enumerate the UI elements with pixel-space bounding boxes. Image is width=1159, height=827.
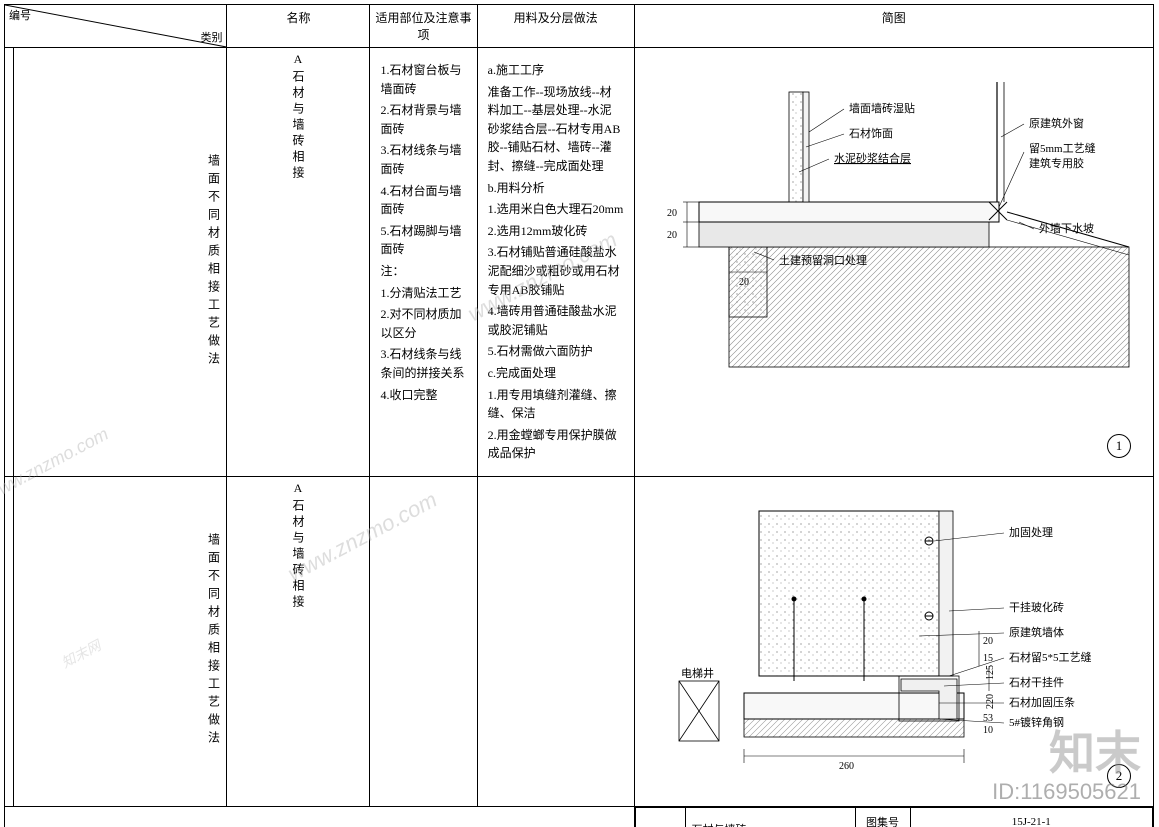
d2-lbl-elev: 电梯井	[681, 666, 714, 680]
hdr-jiantu: 简图	[634, 5, 1153, 48]
hdr-shiyong: 适用部位及注意事项	[370, 5, 477, 48]
row2-bianhao	[5, 476, 14, 806]
d1-lbl7: 土建预留洞口处理	[779, 253, 867, 267]
list-item: 4.石材台面与墙面砖	[380, 182, 466, 219]
row1-yongliao: a.施工工序准备工作--现场放线--材料加工--基层处理--水泥砂浆结合层--石…	[477, 48, 634, 477]
list-item: b.用料分析	[488, 179, 624, 198]
list-item: a.施工工序	[488, 61, 624, 80]
d1-dim1: 20	[667, 208, 677, 219]
spec-table: 编号 类别 名称 适用部位及注意事项 用料及分层做法 简图 墙面不同材质相接工艺…	[4, 4, 1154, 827]
row1-shiyong: 1.石材窗台板与墙面砖2.石材背景与墙面砖3.石材线条与墙面砖 4.石材台面与墙面…	[370, 48, 477, 477]
d2-lbl6: 石材加固压条	[1009, 695, 1075, 709]
table-row: 墙面不同材质相接工艺做法 A石材与墙砖相接	[5, 476, 1154, 806]
tuming-val: 石材与墙砖石材与木饰面	[685, 807, 855, 827]
d2-dim10: 10	[983, 725, 993, 736]
diagram-2-number: 2	[1107, 764, 1131, 788]
hdr-yongliao: 用料及分层做法	[477, 5, 634, 48]
row2-shiyong	[370, 476, 477, 806]
d1-lbl6: 外墙下水坡	[1039, 221, 1094, 235]
d2-lbl1: 加固处理	[1009, 526, 1053, 539]
row1-diagram-cell: 墙面墙砖湿贴 石材饰面 水泥砂浆结合层 原建筑外窗 留5mm工艺缝 建筑专用胶 …	[634, 48, 1153, 477]
list-item: 4.墙砖用普通硅酸盐水泥或胶泥铺贴	[488, 302, 624, 339]
row2-diagram-cell: 电梯井 加固处理 干挂玻化砖 原建筑墙体 石材留5*5工艺缝 石材干挂件	[634, 476, 1153, 806]
list-item: 2.对不同材质加以区分	[380, 305, 466, 342]
list-item: 1.分清贴法工艺	[380, 284, 466, 303]
row1-name: A石材与墙砖相接	[227, 48, 370, 477]
d1-lbl5a: 留5mm工艺缝	[1029, 141, 1096, 155]
note-header: 注：	[380, 262, 466, 281]
row1-bianhao	[5, 48, 14, 477]
footer-block: 图名 石材与墙砖石材与木饰面 图集号 15J-21-1 页次 B-1	[634, 806, 1153, 827]
row1-category: 墙面不同材质相接工艺做法	[14, 48, 227, 477]
header-row: 编号 类别 名称 适用部位及注意事项 用料及分层做法 简图	[5, 5, 1154, 48]
list-item: 4.收口完整	[380, 386, 466, 405]
d2-lbl5: 石材干挂件	[1009, 675, 1064, 689]
d2-dim125: 125	[985, 665, 996, 680]
d2-dim20: 20	[983, 636, 993, 647]
hdr-bianhao-label: 编号	[9, 7, 31, 23]
d2-lbl7: 5#镀锌角钢	[1009, 715, 1064, 729]
list-item: 3.石材线条与墙面砖	[380, 141, 466, 178]
d1-lbl5b: 建筑专用胶	[1029, 156, 1084, 170]
list-item: 2.石材背景与墙面砖	[380, 101, 466, 138]
list-item: 3.石材铺贴普通硅酸盐水泥配细沙或粗砂或用石材专用AB胶铺贴	[488, 243, 624, 299]
list-item: 1.用专用填缝剂灌缝、擦缝、保洁	[488, 386, 624, 423]
list-item: 2.选用12mm玻化砖	[488, 222, 624, 241]
tuming-label: 图名	[635, 807, 685, 827]
diagram-1-number: 1	[1107, 434, 1131, 458]
list-item: c.完成面处理	[488, 364, 624, 383]
hdr-bianhao-leibie: 编号 类别	[5, 5, 227, 48]
d2-dim53: 53	[983, 713, 993, 724]
list-item: 1.选用米白色大理石20mm	[488, 200, 624, 219]
table-row: 墙面不同材质相接工艺做法 A石材与墙砖相接 1.石材窗台板与墙面砖2.石材背景与…	[5, 48, 1154, 477]
d2-lbl4: 石材留5*5工艺缝	[1009, 650, 1092, 664]
hdr-name: 名称	[227, 5, 370, 48]
list-item: 5.石材踢脚与墙面砖	[380, 222, 466, 259]
footer-row: 图名 石材与墙砖石材与木饰面 图集号 15J-21-1 页次 B-1	[5, 806, 1154, 827]
list-item: 3.石材线条与线条间的拼接关系	[380, 345, 466, 382]
d2-lbl2: 干挂玻化砖	[1009, 600, 1064, 614]
tuji-val: 15J-21-1	[910, 807, 1152, 827]
list-item: 5.石材需做六面防护	[488, 342, 624, 361]
d1-dim3: 20	[739, 277, 749, 288]
d1-lbl4: 原建筑外窗	[1029, 116, 1084, 130]
d1-lbl3: 水泥砂浆结合层	[834, 151, 911, 165]
tuji-label: 图集号	[855, 807, 910, 827]
d2-dim220: 220	[985, 694, 996, 709]
d2-lbl3: 原建筑墙体	[1009, 625, 1064, 639]
d2-dim260: 260	[839, 761, 854, 772]
list-item: 1.石材窗台板与墙面砖	[380, 61, 466, 98]
d2-dim15: 15	[983, 653, 993, 664]
d1-lbl2: 石材饰面	[849, 126, 893, 140]
d1-dim2: 20	[667, 230, 677, 241]
hdr-leibie-label: 类别	[200, 29, 222, 45]
row2-category: 墙面不同材质相接工艺做法	[14, 476, 227, 806]
list-item: 2.用金螳螂专用保护膜做成品保护	[488, 426, 624, 463]
footer-spacer	[5, 806, 635, 827]
d1-lbl1: 墙面墙砖湿贴	[849, 101, 915, 115]
diagram-2-svg: 电梯井 加固处理 干挂玻化砖 原建筑墙体 石材留5*5工艺缝 石材干挂件	[639, 481, 1149, 791]
row2-yongliao	[477, 476, 634, 806]
row2-name: A石材与墙砖相接	[227, 476, 370, 806]
diagram-1-svg: 墙面墙砖湿贴 石材饰面 水泥砂浆结合层 原建筑外窗 留5mm工艺缝 建筑专用胶 …	[639, 52, 1149, 382]
list-item: 准备工作--现场放线--材料加工--基层处理--水泥砂浆结合层--石材专用AB胶…	[488, 83, 624, 176]
